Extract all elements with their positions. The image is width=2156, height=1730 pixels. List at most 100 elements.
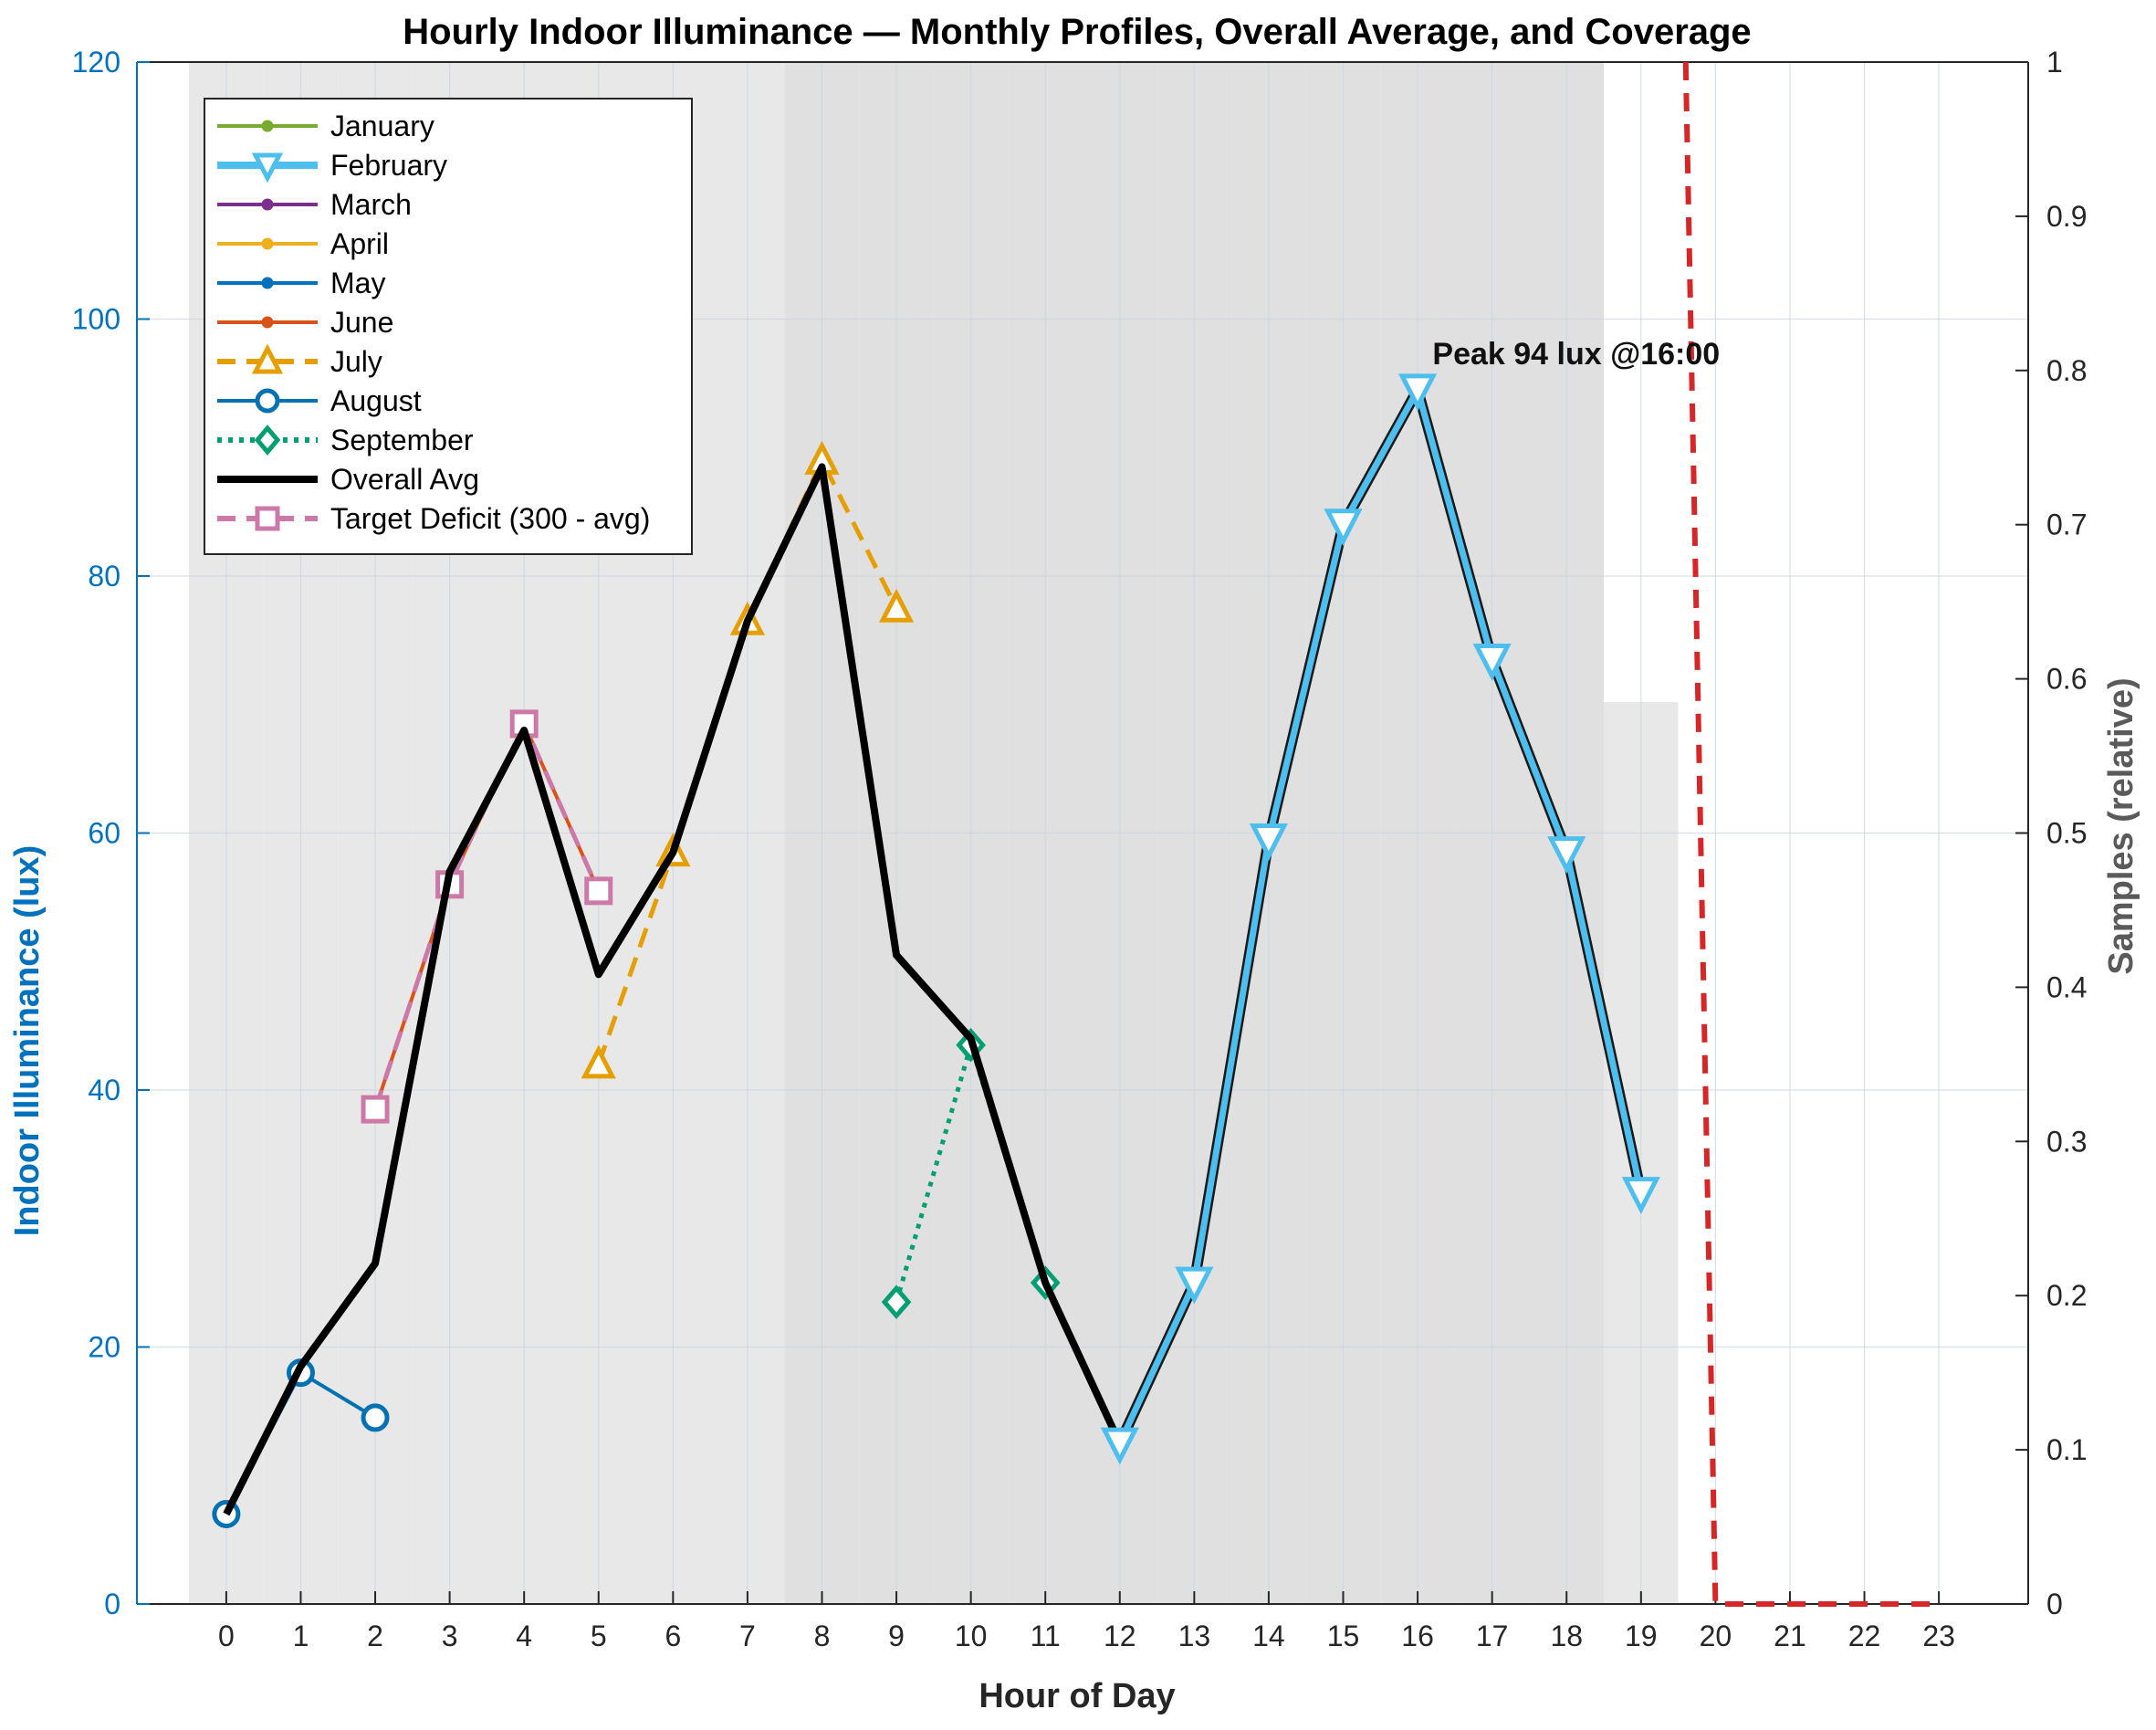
y2-tick-label: 0.1	[2046, 1433, 2087, 1466]
series-line	[894, 1043, 1048, 1303]
marker-circle	[361, 1403, 390, 1432]
x-tick-label: 23	[1922, 1620, 1955, 1652]
x-tick-label: 4	[516, 1620, 532, 1652]
y2-axis-label: Samples (relative)	[2102, 677, 2140, 974]
y-tick-label: 80	[88, 560, 120, 592]
marker-diamond	[254, 425, 281, 456]
x-tick-label: 21	[1774, 1620, 1806, 1652]
legend-label: September	[330, 424, 474, 456]
marker-square	[361, 1095, 390, 1124]
series-february	[1100, 373, 1660, 1465]
marker-triangle-up	[878, 588, 915, 623]
legend-label: August	[330, 384, 422, 417]
x-tick-label: 0	[218, 1620, 235, 1652]
chart-title: Hourly Indoor Illuminance — Monthly Prof…	[403, 12, 1751, 52]
marker-triangle-down	[1621, 1177, 1660, 1215]
legend-entry: Target Deficit (300 - avg)	[217, 502, 650, 535]
coverage-line	[1682, 61, 1940, 1607]
legend-entry: Overall Avg	[217, 463, 479, 496]
legend-entry: April	[217, 227, 389, 260]
y2-tick-label: 0.9	[2046, 200, 2087, 233]
x-tick-label: 2	[367, 1620, 383, 1652]
y2-tick-label: 0.8	[2046, 354, 2087, 387]
x-tick-label: 5	[591, 1620, 607, 1652]
x-tick-label: 12	[1104, 1620, 1136, 1652]
marker-triangle-down	[1324, 509, 1363, 547]
x-tick-label: 1	[293, 1620, 309, 1652]
tick-labels: 0 1 2 3 4 5 6 7 8 9 10 11 12 13 14 15 16 17 18 19 20 21 22 2302…	[72, 46, 2088, 1652]
x-tick-label: 9	[888, 1620, 905, 1652]
y-tick-label: 20	[88, 1331, 120, 1364]
x-tick-label: 18	[1550, 1620, 1583, 1652]
y-tick-label: 60	[88, 817, 120, 850]
legend-entry: February	[217, 149, 447, 183]
x-tick-label: 22	[1848, 1620, 1881, 1652]
legend-label: February	[330, 149, 447, 182]
x-tick-label: 11	[1031, 1620, 1061, 1652]
marker-dot	[261, 316, 274, 329]
legend-label: July	[330, 345, 382, 378]
marker-triangle-up	[581, 1044, 616, 1079]
x-tick-label: 16	[1401, 1620, 1434, 1652]
series-line	[1116, 386, 1645, 1445]
peak-annotation: Peak 94 lux @16:00	[1432, 337, 1720, 372]
legend-entry: January	[217, 110, 434, 142]
y2-tick-label: 1	[2046, 46, 2063, 79]
legend-entry: May	[217, 267, 385, 299]
marker-triangle-down	[1472, 643, 1512, 681]
marker-triangle-up	[251, 343, 284, 374]
x-axis-label: Hour of Day	[979, 1677, 1175, 1715]
marker-dot	[261, 120, 274, 132]
legend-label: March	[330, 188, 412, 221]
legend-entry: March	[217, 188, 412, 221]
y2-tick-label: 0.3	[2046, 1125, 2087, 1158]
marker-square	[584, 876, 613, 906]
y-tick-label: 0	[104, 1588, 120, 1620]
legend-label: Target Deficit (300 - avg)	[330, 502, 650, 535]
marker-triangle-down	[1100, 1427, 1139, 1465]
x-tick-label: 10	[955, 1620, 988, 1652]
y-tick-label: 100	[72, 303, 120, 336]
marker-dot	[261, 237, 274, 250]
y2-tick-label: 0.2	[2046, 1279, 2087, 1312]
data-series	[212, 61, 1940, 1607]
x-tick-label: 20	[1700, 1620, 1732, 1652]
marker-dot	[261, 277, 274, 289]
marker-triangle-down	[1397, 373, 1438, 412]
x-tick-label: 17	[1476, 1620, 1509, 1652]
legend-label: May	[330, 267, 385, 299]
annotations: Peak 94 lux @16:00	[1432, 337, 1720, 372]
legend-label: Overall Avg	[330, 463, 479, 496]
marker-square	[255, 506, 280, 531]
marker-triangle-down	[1547, 836, 1586, 875]
y-tick-label: 40	[88, 1074, 120, 1106]
y2-tick-label: 0.4	[2046, 970, 2087, 1003]
y2-tick-label: 0.5	[2046, 817, 2087, 850]
y2-tick-label: 0	[2046, 1588, 2063, 1620]
marker-triangle-down	[251, 152, 284, 183]
marker-dot	[261, 198, 274, 211]
x-tick-label: 15	[1327, 1620, 1360, 1652]
x-tick-label: 6	[665, 1620, 681, 1652]
legend-label: April	[330, 227, 389, 260]
legend-entry: August	[217, 384, 422, 417]
marker-triangle-down	[1249, 823, 1289, 861]
x-tick-label: 3	[442, 1620, 458, 1652]
legend-entry: June	[217, 306, 393, 339]
x-tick-label: 8	[814, 1620, 831, 1652]
legend-entry: September	[217, 424, 474, 456]
x-tick-label: 13	[1178, 1620, 1211, 1652]
y-tick-label: 120	[72, 46, 120, 79]
legend-label: January	[330, 110, 434, 142]
y-axis-label: Indoor Illuminance (lux)	[8, 845, 47, 1237]
legend: January February March April May June July Augu…	[204, 98, 693, 555]
x-tick-label: 19	[1625, 1620, 1658, 1652]
y2-tick-label: 0.6	[2046, 663, 2087, 696]
y2-tick-label: 0.7	[2046, 509, 2087, 541]
legend-label: June	[330, 306, 393, 339]
x-tick-label: 14	[1252, 1620, 1285, 1652]
x-tick-label: 7	[739, 1620, 756, 1652]
marker-diamond	[881, 1284, 912, 1320]
